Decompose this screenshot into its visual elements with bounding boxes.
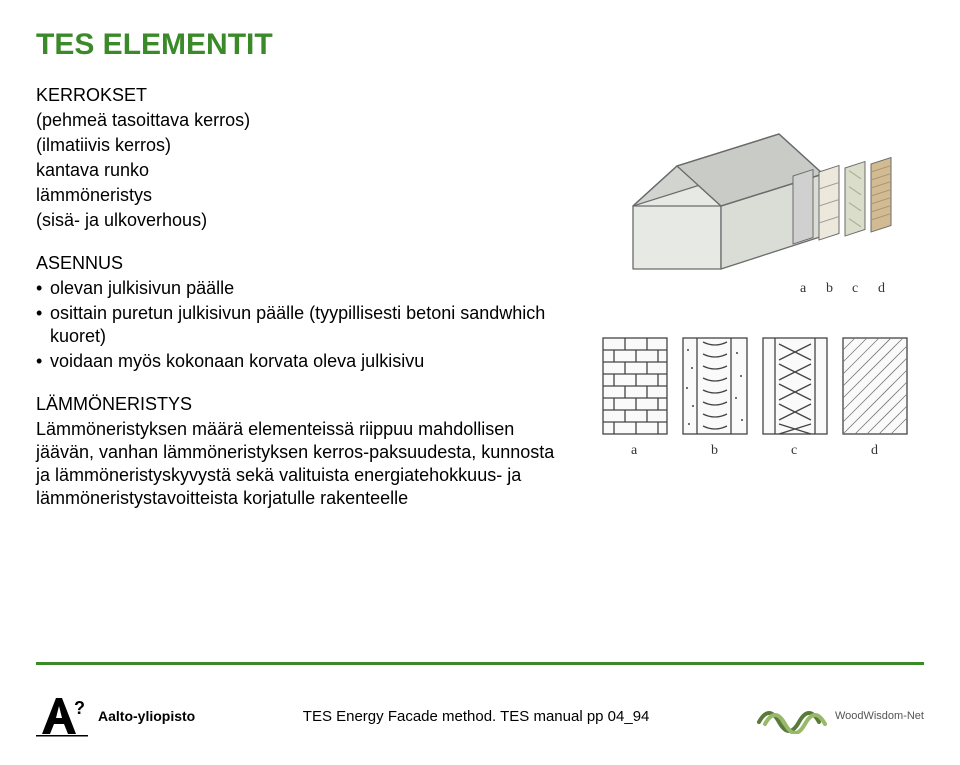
bullet-icon: • (36, 302, 50, 348)
panel-label-b: b (826, 281, 833, 296)
section-lammon-heading: LÄMMÖNERISTYS (36, 393, 566, 416)
aalto-logo-icon: ? (36, 694, 88, 738)
panel-label-d: d (878, 281, 885, 296)
bullet-icon: • (36, 277, 50, 300)
kerrokset-line: (sisä- ja ulkoverhous) (36, 209, 566, 232)
aalto-logo-block: ? Aalto-yliopisto (36, 694, 195, 738)
wall-sections-diagram: a b c d (595, 332, 915, 462)
woodwisdom-logo-block: WoodWisdom-Net (757, 698, 924, 734)
divider-bar (36, 662, 924, 665)
kerrokset-line: (ilmatiivis kerros) (36, 134, 566, 157)
footer: ? Aalto-yliopisto TES Energy Facade meth… (36, 687, 924, 745)
section-label-d: d (871, 443, 878, 458)
panel-label-a: a (800, 281, 807, 296)
kerrokset-line: lämmöneristys (36, 184, 566, 207)
lammon-body: Lämmöneristyksen määrä elementeissä riip… (36, 418, 566, 510)
aalto-label: Aalto-yliopisto (98, 708, 195, 724)
image-column: a b c d (586, 84, 924, 513)
woodwisdom-logo-icon (757, 698, 827, 734)
bullet-icon: • (36, 350, 50, 373)
bullet-text: osittain puretun julkisivun päälle (tyyp… (50, 302, 566, 348)
kerrokset-line: kantava runko (36, 159, 566, 182)
content-row: KERROKSET (pehmeä tasoittava kerros) (il… (36, 84, 924, 513)
woodwisdom-label: WoodWisdom-Net (835, 710, 924, 722)
section-asennus-heading: ASENNUS (36, 252, 566, 275)
asennus-bullet: • voidaan myös kokonaan korvata oleva ju… (36, 350, 566, 373)
house-panels-diagram: a b c d (605, 84, 905, 314)
source-citation: TES Energy Facade method. TES manual pp … (303, 708, 650, 725)
page-title: TES ELEMENTIT (36, 28, 924, 62)
bullet-text: voidaan myös kokonaan korvata oleva julk… (50, 350, 566, 373)
kerrokset-line: (pehmeä tasoittava kerros) (36, 109, 566, 132)
section-kerrokset-heading: KERROKSET (36, 84, 566, 107)
section-label-b: b (711, 443, 718, 458)
asennus-bullet: • osittain puretun julkisivun päälle (ty… (36, 302, 566, 348)
section-label-a: a (631, 443, 638, 458)
text-column: KERROKSET (pehmeä tasoittava kerros) (il… (36, 84, 566, 513)
asennus-bullet: • olevan julkisivun päälle (36, 277, 566, 300)
panel-label-c: c (852, 281, 858, 296)
bullet-text: olevan julkisivun päälle (50, 277, 566, 300)
svg-text:?: ? (74, 698, 85, 718)
section-label-c: c (791, 443, 797, 458)
